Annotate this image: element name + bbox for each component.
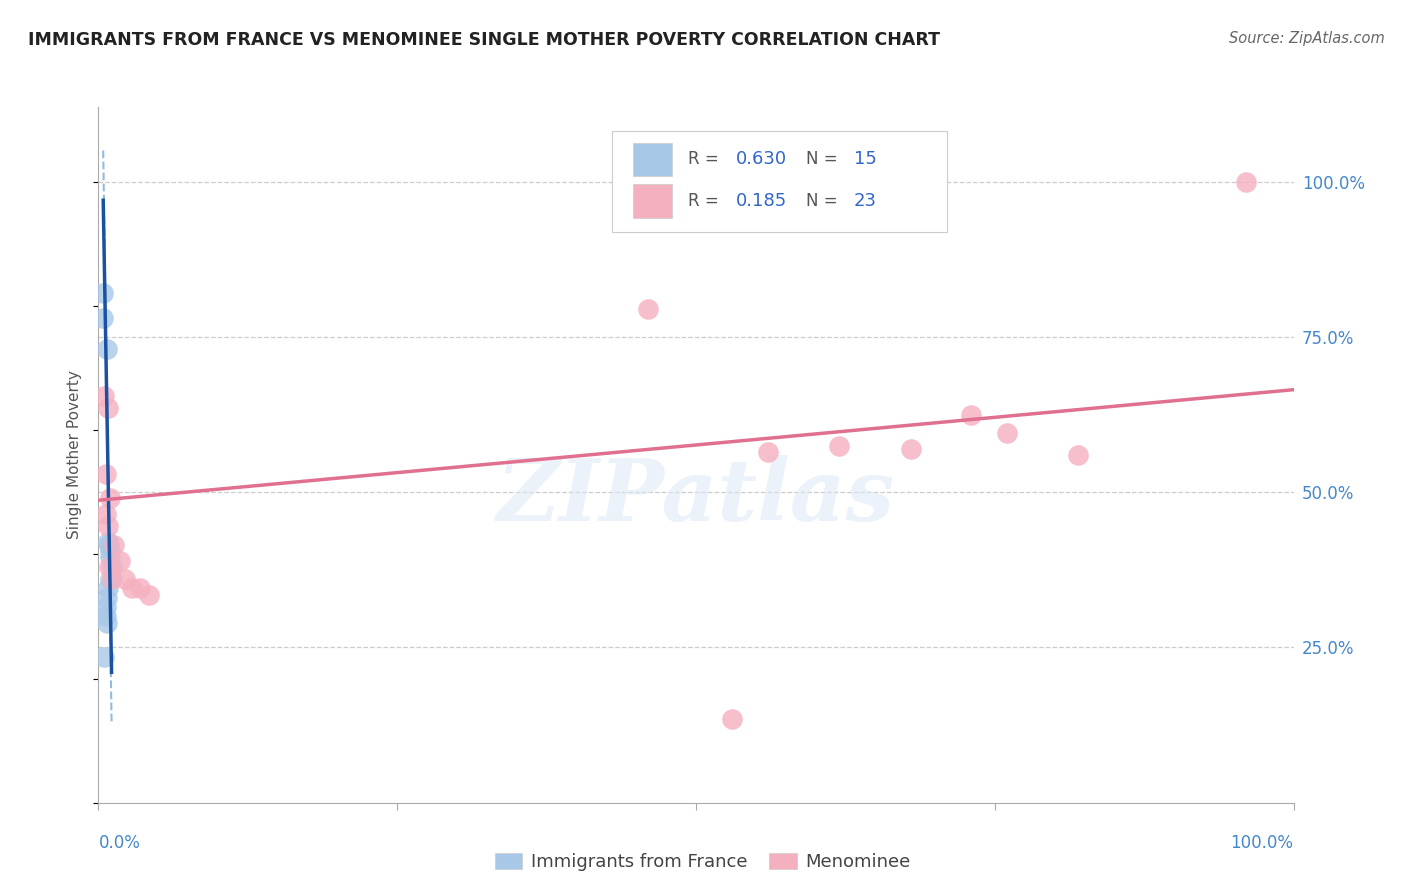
Y-axis label: Single Mother Poverty: Single Mother Poverty <box>67 370 83 540</box>
Text: N =: N = <box>806 150 842 169</box>
Point <box>94 507 117 521</box>
Point <box>959 408 981 422</box>
Text: 0.185: 0.185 <box>735 192 787 210</box>
Point <box>98 538 121 552</box>
Point <box>97 535 120 549</box>
Point <box>900 442 922 456</box>
Point <box>93 389 115 403</box>
Point <box>96 343 118 357</box>
Point <box>96 615 118 630</box>
Point <box>138 588 160 602</box>
Text: R =: R = <box>688 150 724 169</box>
Point <box>756 445 779 459</box>
Point <box>114 572 136 586</box>
Text: ZIPatlas: ZIPatlas <box>496 455 896 539</box>
Bar <box>633 185 672 218</box>
Legend: Immigrants from France, Menominee: Immigrants from France, Menominee <box>488 846 918 879</box>
Text: 0.0%: 0.0% <box>98 834 141 852</box>
Text: Source: ZipAtlas.com: Source: ZipAtlas.com <box>1229 31 1385 46</box>
Point <box>721 712 744 726</box>
Point <box>1067 448 1090 462</box>
Text: 100.0%: 100.0% <box>1230 834 1294 852</box>
Point <box>97 401 120 416</box>
Point <box>1234 175 1257 189</box>
Point <box>98 550 122 565</box>
Point <box>995 426 1018 441</box>
Point <box>129 582 152 596</box>
Text: 15: 15 <box>853 150 876 169</box>
Point <box>93 649 115 664</box>
Point <box>828 439 851 453</box>
Text: N =: N = <box>806 192 842 210</box>
Point <box>100 572 122 586</box>
Point <box>108 553 131 567</box>
Point <box>121 582 143 596</box>
Point <box>94 609 117 624</box>
FancyBboxPatch shape <box>613 131 948 232</box>
Point <box>94 467 117 481</box>
Text: 23: 23 <box>853 192 877 210</box>
Point <box>91 286 114 301</box>
Text: 0.630: 0.630 <box>735 150 786 169</box>
Point <box>96 591 118 605</box>
Point <box>637 301 659 316</box>
Bar <box>633 143 672 176</box>
Point <box>97 519 120 533</box>
Point <box>103 538 125 552</box>
Point <box>100 559 122 574</box>
Text: IMMIGRANTS FROM FRANCE VS MENOMINEE SINGLE MOTHER POVERTY CORRELATION CHART: IMMIGRANTS FROM FRANCE VS MENOMINEE SING… <box>28 31 941 49</box>
Text: R =: R = <box>688 192 724 210</box>
Point <box>98 544 122 558</box>
Point <box>98 491 122 506</box>
Point <box>97 582 120 596</box>
Point <box>94 600 117 615</box>
Point <box>91 311 114 326</box>
Point <box>98 572 122 586</box>
Point <box>98 559 121 574</box>
